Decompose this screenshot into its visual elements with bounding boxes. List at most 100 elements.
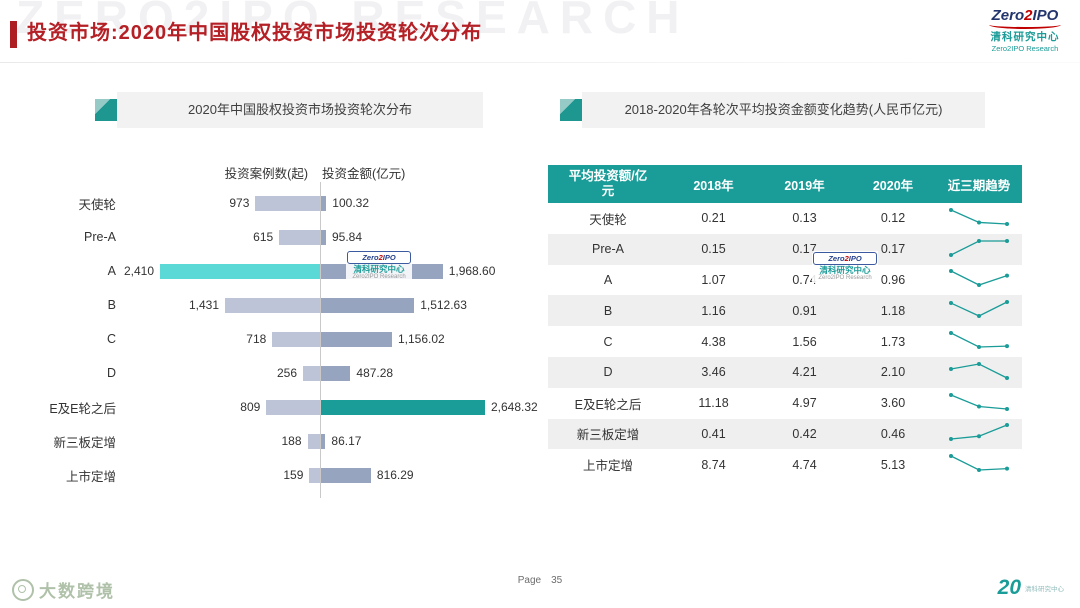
sparkline-point — [949, 252, 953, 257]
panel-marker-icon — [95, 99, 117, 121]
logo-two: 2 — [844, 254, 849, 263]
page-title: 投资市场:2020年中国股权投资市场投资轮次分布 — [27, 18, 482, 48]
cases-zone: 256 — [124, 365, 320, 381]
chart-center-axis — [320, 182, 321, 498]
table-header-cell: 2018年 — [693, 178, 734, 193]
logo-zero: Zero — [991, 7, 1025, 24]
chart-row: D 256 487.28 — [20, 356, 540, 390]
value-cell: 0.96 — [880, 272, 906, 287]
logo-two: 2 — [1024, 7, 1033, 24]
value-cell: 0.41 — [701, 426, 726, 441]
amount-bar — [320, 297, 415, 313]
chart-column-headers: 投资案例数(起) 投资金额(亿元) — [20, 158, 540, 186]
trend-sparkline — [949, 454, 1009, 473]
chart-category-label: D — [106, 366, 116, 380]
value-cell: 8.74 — [701, 457, 726, 472]
cases-bar — [266, 399, 320, 415]
sparkline-point — [1005, 274, 1009, 279]
page-title-prefix: 投资市场: — [27, 22, 119, 44]
chart-row: B 1,431 1,512.63 — [20, 288, 540, 322]
logo-two: 2 — [378, 253, 383, 262]
table-header-cell: 2020年 — [872, 178, 914, 193]
sparkline-point — [1005, 423, 1009, 428]
logo-swoosh-icon — [989, 23, 1061, 29]
chart-row: Pre-A 615 95.84 — [20, 220, 540, 254]
cases-bar — [272, 331, 320, 347]
sparkline-point — [977, 468, 981, 473]
cases-value-label: 188 — [281, 434, 302, 448]
cases-bar — [255, 195, 320, 211]
watermark-chinese-name: 清科研究中心 — [819, 265, 871, 275]
sparkline-point — [1005, 238, 1009, 243]
amount-zone: 95.84 — [320, 229, 490, 245]
table-row: 上市定增 8.74 4.74 5.13 — [548, 449, 1022, 481]
table-header-cell: 2019年 — [784, 178, 825, 193]
chart-category-label: Pre-A — [84, 230, 116, 244]
round-label-cell: A — [603, 272, 613, 287]
cases-zone: 973 — [124, 195, 320, 211]
cases-value-label: 718 — [246, 332, 267, 346]
amount-value-label: 816.29 — [376, 468, 414, 482]
cases-zone: 159 — [124, 467, 320, 483]
cases-zone: 809 — [124, 399, 320, 415]
cases-zone: 615 — [124, 229, 320, 245]
value-cell: 0.12 — [880, 211, 906, 226]
sparkline-point — [1005, 375, 1009, 380]
cases-zone: 718 — [124, 331, 320, 347]
page-footer: Page 35 — [0, 575, 1080, 586]
tornado-chart: 投资案例数(起) 投资金额(亿元) 天使轮 973 100.32 Pre-A 615 95… — [20, 158, 540, 498]
sparkline-point — [977, 361, 981, 366]
chart-row: E及E轮之后 809 2,648.32 — [20, 390, 540, 424]
chart-category-label: B — [107, 298, 116, 312]
sparkline-point — [977, 434, 981, 439]
chart-category-label: C — [106, 332, 116, 346]
cases-bar — [279, 229, 320, 245]
trend-cell — [936, 359, 1022, 386]
sparkline-point — [977, 314, 981, 319]
sparkline-point — [949, 366, 953, 371]
chart-category-label: E及E轮之后 — [49, 401, 116, 416]
table-row: 新三板定增 0.41 0.42 0.46 — [548, 418, 1022, 450]
chart-watermark-logo: Zero2IPO 清科研究中心 Zero2IPO Research — [346, 250, 412, 282]
value-cell: 4.38 — [701, 334, 726, 349]
header-divider — [0, 62, 1080, 63]
amount-value-label: 100.32 — [332, 196, 369, 210]
dashu-kuajing-logo: 大数跨境 — [12, 577, 115, 602]
logo-zero: Zero — [828, 254, 845, 263]
column-header-cases: 投资案例数(起) — [224, 166, 308, 181]
left-panel-title: 2020年中国股权投资市场投资轮次分布 — [117, 92, 483, 128]
table-row: B 1.16 0.91 1.18 — [548, 295, 1022, 327]
trend-sparkline — [949, 207, 1009, 226]
amount-bar — [320, 195, 327, 211]
right-panel-header: 2018-2020年各轮次平均投资金额变化趋势(人民币亿元) — [560, 92, 985, 128]
trend-sparkline — [949, 238, 1009, 257]
chart-category-label: 天使轮 — [78, 197, 116, 212]
watermark-chinese-name: 清科研究中心 — [353, 264, 405, 274]
background-watermark-text: ZERO2IPO RESEARCH — [16, 0, 690, 43]
cases-zone: 2,410 — [124, 263, 320, 279]
amount-value-label: 95.84 — [332, 230, 363, 244]
trend-cell — [936, 390, 1022, 417]
logo-ipo: IPO — [848, 254, 862, 263]
trend-sparkline — [949, 269, 1009, 288]
sparkline-point — [949, 207, 953, 212]
table-row: Pre-A 0.15 0.17 0.17 — [548, 233, 1022, 265]
chart-row: 新三板定增 188 86.17 — [20, 424, 540, 458]
cases-bar — [307, 433, 320, 449]
value-cell: 4.74 — [792, 457, 817, 472]
table-header-cell: 近三期趋势 — [947, 178, 1011, 193]
logo-ipo: IPO — [382, 253, 396, 262]
value-cell: 0.17 — [880, 242, 906, 257]
amount-bar — [320, 467, 371, 483]
amount-zone: 816.29 — [320, 467, 490, 483]
table-row: A 1.07 0.74 0.96 — [548, 264, 1022, 296]
panel-marker-icon — [560, 99, 582, 121]
value-cell: 0.13 — [792, 211, 817, 226]
left-panel-header: 2020年中国股权投资市场投资轮次分布 — [95, 92, 483, 128]
table-row: D 3.46 4.21 2.10 — [548, 356, 1022, 388]
sparkline-point — [949, 331, 953, 336]
globe-icon — [12, 578, 34, 601]
chart-category-label: 新三板定增 — [53, 435, 116, 450]
dashu-kuajing-text: 大数跨境 — [39, 582, 115, 601]
